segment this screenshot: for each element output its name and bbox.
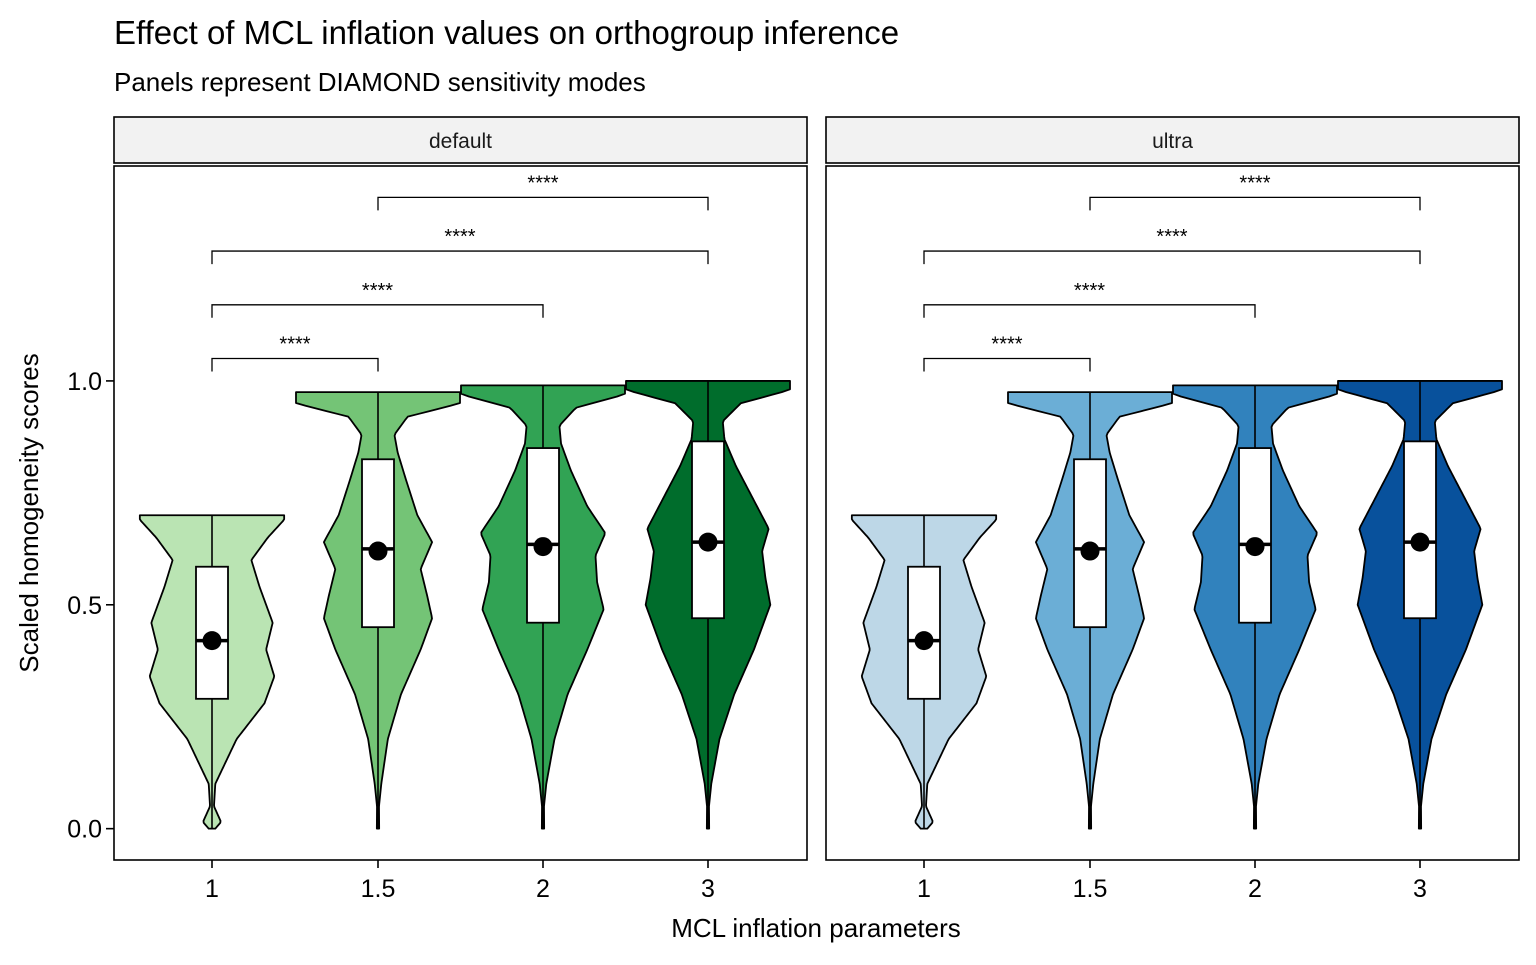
chart-subtitle: Panels represent DIAMOND sensitivity mod…	[114, 67, 646, 97]
x-tick-label: 1.5	[1073, 875, 1108, 903]
mean-point	[202, 631, 222, 651]
x-tick-label: 1	[917, 875, 931, 903]
box	[691, 440, 725, 620]
mean-point	[1080, 541, 1100, 561]
significance-label: ****	[527, 172, 558, 194]
facet-strip	[113, 116, 808, 164]
significance-label: ****	[1074, 280, 1105, 302]
box	[1238, 447, 1272, 624]
mean-point	[698, 532, 718, 552]
facet-strip-label: ultra	[1152, 130, 1193, 153]
box	[526, 447, 560, 624]
panel-frame	[825, 165, 1520, 861]
y-tick-label: 1.0	[67, 368, 102, 396]
x-tick-label: 1.5	[361, 875, 396, 903]
box	[1403, 440, 1437, 620]
y-tick-label: 0.5	[67, 592, 102, 620]
significance-bracket	[211, 357, 379, 372]
y-tick-label: 0.0	[67, 816, 102, 844]
significance-label: ****	[1239, 172, 1270, 194]
x-tick-label: 1	[205, 875, 219, 903]
significance-label: ****	[362, 280, 393, 302]
mean-point	[1410, 532, 1430, 552]
facet-panel-ultra: ultra 1 1.5 2 3 **** **** **** ****	[825, 116, 1520, 903]
facet-strip	[825, 116, 1520, 164]
x-tick-label: 2	[536, 875, 550, 903]
significance-bracket	[211, 304, 544, 318]
significance-bracket	[377, 196, 709, 211]
significance-bracket	[923, 304, 1256, 318]
facet-strip-label: default	[429, 130, 492, 153]
chart-title: Effect of MCL inflation values on orthog…	[114, 14, 899, 51]
significance-bracket	[1089, 196, 1421, 211]
x-tick-label: 3	[701, 875, 715, 903]
significance-label: ****	[444, 226, 475, 248]
mean-point	[368, 541, 388, 561]
y-axis-label: Scaled homogeneity scores	[14, 353, 44, 672]
significance-label: ****	[1156, 226, 1187, 248]
facet-panel-default: default 0.0 0.5 1.0 1 1.5 2 3 **** **** **** ****	[67, 116, 808, 903]
panel-frame	[113, 165, 808, 861]
x-tick-label: 3	[1413, 875, 1427, 903]
box	[907, 565, 941, 700]
mean-point	[914, 631, 934, 651]
x-axis-label: MCL inflation parameters	[671, 913, 961, 943]
significance-bracket	[211, 250, 709, 265]
significance-bracket	[923, 357, 1091, 372]
x-tick-label: 2	[1248, 875, 1262, 903]
significance-label: ****	[279, 334, 310, 356]
mean-point	[1245, 537, 1265, 557]
significance-bracket	[923, 250, 1421, 265]
significance-label: ****	[991, 334, 1022, 356]
mean-point	[533, 537, 553, 557]
